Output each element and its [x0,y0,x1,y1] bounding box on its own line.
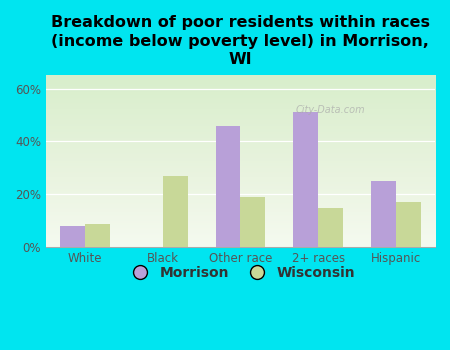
Bar [162,176,188,247]
Title: Breakdown of poor residents within races
(income below poverty level) in Morriso: Breakdown of poor residents within races… [51,15,430,67]
Bar [371,181,396,247]
Text: City-Data.com: City-Data.com [295,105,365,115]
Legend: Morrison, Wisconsin: Morrison, Wisconsin [121,260,360,285]
Bar [293,112,318,247]
Bar [240,197,266,247]
Bar [85,224,110,247]
Bar [396,202,421,247]
Bar [318,208,343,247]
Bar [60,226,85,247]
Bar [216,126,240,247]
